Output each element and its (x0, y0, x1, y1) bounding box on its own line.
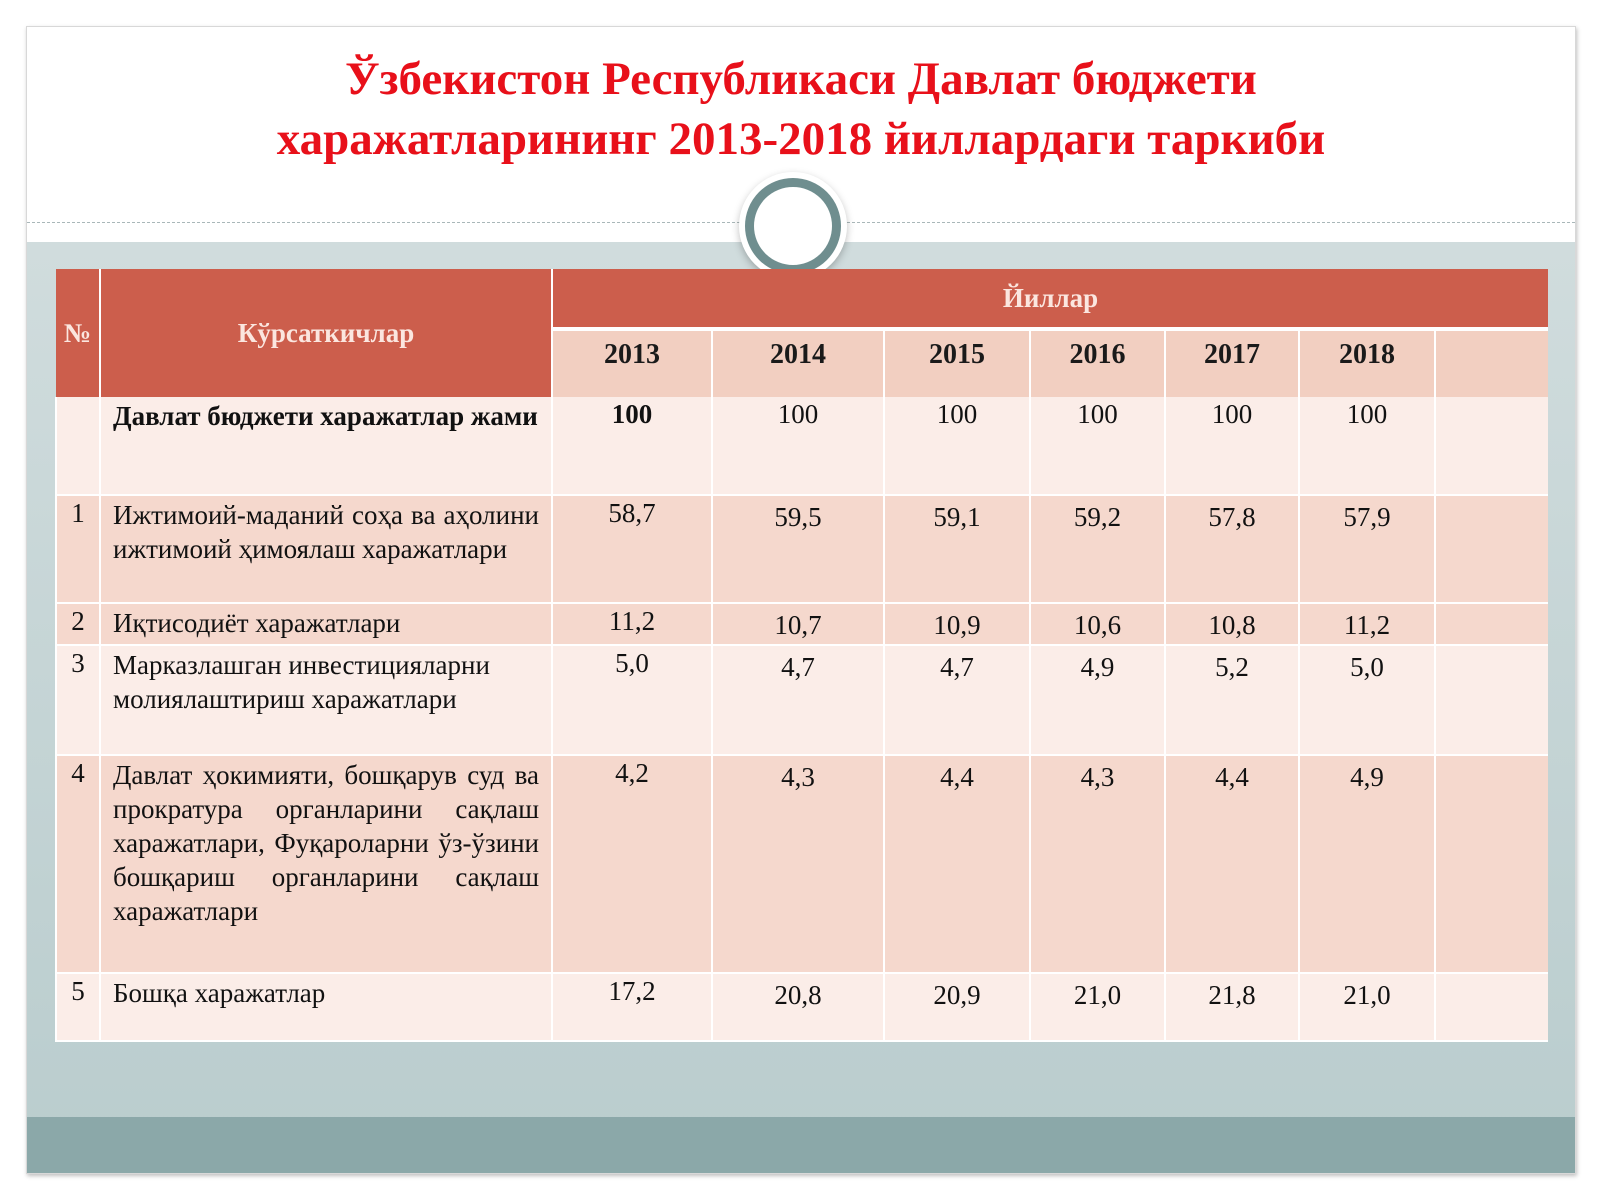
footer-band (27, 1117, 1575, 1173)
year-empty (1433, 327, 1549, 397)
title-line-1: Ўзбекистон Республикаси Давлат бюджети (345, 53, 1257, 105)
cell-2015: 20,9 (883, 973, 1030, 1042)
slide: Ўзбекистон Республикаси Давлат бюджети х… (26, 26, 1576, 1174)
cell-2016: 4,3 (1029, 755, 1165, 974)
cell-2017: 100 (1164, 397, 1299, 496)
cell-2015: 59,1 (883, 495, 1030, 604)
cell-empty (1433, 397, 1549, 496)
cell-empty (1433, 645, 1549, 756)
cell-2016: 10,6 (1029, 603, 1165, 646)
year-2018: 2018 (1298, 327, 1435, 397)
row-label: Марказлашган инвестицияларни молиялаштир… (99, 645, 552, 756)
year-2017: 2017 (1164, 327, 1299, 397)
table-row: 4 Давлат ҳокимияти, бошқарув суд ва прок… (55, 755, 1549, 974)
cell-2017: 4,4 (1164, 755, 1299, 974)
table-row: 5 Бошқа харажатлар 17,2 20,8 20,9 21,0 2… (55, 973, 1549, 1042)
cell-2013: 5,0 (551, 645, 712, 756)
cell-2014: 4,3 (711, 755, 884, 974)
cell-2018: 4,9 (1298, 755, 1435, 974)
row-label: Бошқа харажатлар (99, 973, 552, 1042)
year-2015: 2015 (883, 327, 1030, 397)
year-2014: 2014 (711, 327, 884, 397)
row-number: 3 (55, 645, 100, 756)
cell-2015: 100 (883, 397, 1030, 496)
table-row: 3 Марказлашган инвестицияларни молиялашт… (55, 645, 1549, 756)
cell-2018: 11,2 (1298, 603, 1435, 646)
cell-2016: 4,9 (1029, 645, 1165, 756)
cell-2013: 100 (551, 397, 712, 496)
header-indicators: Кўрсаткичлар (100, 269, 553, 397)
row-number: 5 (55, 973, 100, 1042)
row-label: Давлат бюджети харажатлар жами (99, 397, 552, 496)
cell-2018: 100 (1298, 397, 1435, 496)
slide-title: Ўзбекистон Республикаси Давлат бюджети х… (27, 49, 1575, 169)
cell-2017: 57,8 (1164, 495, 1299, 604)
header-years-group: Йиллар (552, 269, 1549, 329)
cell-2017: 10,8 (1164, 603, 1299, 646)
cell-2015: 10,9 (883, 603, 1030, 646)
cell-2013: 4,2 (551, 755, 712, 974)
row-label: Иқтисодиёт харажатлари (99, 603, 552, 646)
cell-2013: 17,2 (551, 973, 712, 1042)
table-row: 2 Иқтисодиёт харажатлари 11,2 10,7 10,9 … (55, 603, 1549, 646)
cell-2016: 21,0 (1029, 973, 1165, 1042)
table-row: 1 Ижтимоий-маданий соҳа ва аҳолини ижтим… (55, 495, 1549, 604)
cell-empty (1433, 603, 1549, 646)
cell-2017: 21,8 (1164, 973, 1299, 1042)
row-number: 2 (55, 603, 100, 646)
cell-2016: 59,2 (1029, 495, 1165, 604)
cell-empty (1433, 973, 1549, 1042)
cell-2013: 58,7 (551, 495, 712, 604)
cell-2015: 4,4 (883, 755, 1030, 974)
cell-2015: 4,7 (883, 645, 1030, 756)
row-label: Ижтимоий-маданий соҳа ва аҳолини ижтимои… (99, 495, 552, 604)
cell-empty (1433, 495, 1549, 604)
cell-2014: 4,7 (711, 645, 884, 756)
header-number: № (56, 269, 101, 397)
cell-2014: 100 (711, 397, 884, 496)
cell-2018: 5,0 (1298, 645, 1435, 756)
cell-2014: 10,7 (711, 603, 884, 646)
title-line-2: харажатларининг 2013-2018 йиллардаги тар… (276, 113, 1326, 165)
cell-2018: 21,0 (1298, 973, 1435, 1042)
ring-ornament (745, 178, 841, 274)
year-2013: 2013 (551, 327, 712, 397)
cell-empty (1433, 755, 1549, 974)
cell-2017: 5,2 (1164, 645, 1299, 756)
row-number: 1 (55, 495, 100, 604)
table-row: Давлат бюджети харажатлар жами 100 100 1… (55, 397, 1549, 496)
budget-table: № Кўрсаткичлар Йиллар 2013 2014 2015 201… (55, 269, 1549, 1042)
cell-2014: 59,5 (711, 495, 884, 604)
cell-2014: 20,8 (711, 973, 884, 1042)
cell-2013: 11,2 (551, 603, 712, 646)
row-number: 4 (55, 755, 100, 974)
row-label: Давлат ҳокимияти, бошқарув суд ва прокра… (99, 755, 552, 974)
cell-2018: 57,9 (1298, 495, 1435, 604)
cell-2016: 100 (1029, 397, 1165, 496)
year-2016: 2016 (1029, 327, 1165, 397)
row-number (55, 397, 100, 496)
